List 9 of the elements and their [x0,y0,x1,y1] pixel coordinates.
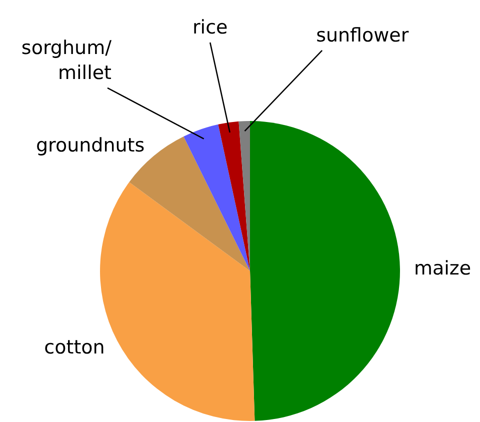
pie-slice [218,121,250,271]
slice-label: rice [192,16,228,38]
pie-slice [184,124,250,271]
slice-label: sorghum/ millet [21,36,112,84]
pie-slice [250,121,400,421]
slice-label: maize [414,257,472,280]
slice-label: groundnuts [36,134,145,156]
slice-label: cotton [44,336,105,358]
slice-label: sunflower [316,24,409,46]
